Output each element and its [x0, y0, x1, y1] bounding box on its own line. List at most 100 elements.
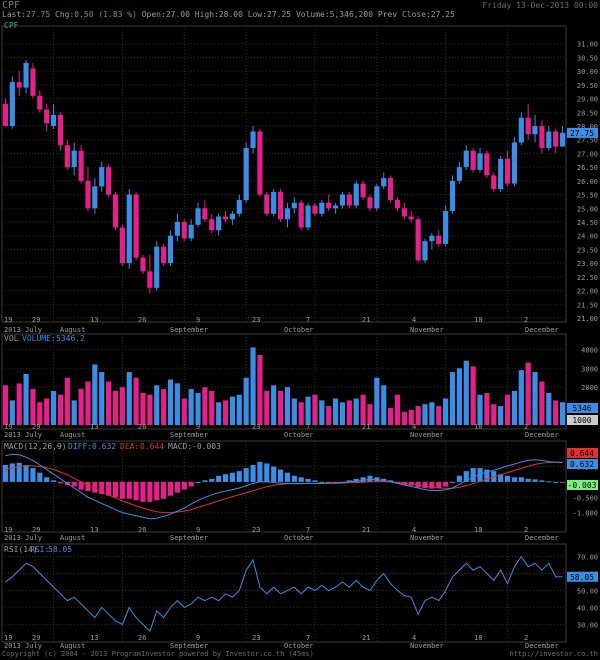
- prevclose-value: 27.25: [430, 10, 455, 19]
- volume-value: 5,346,200: [329, 10, 374, 19]
- x-month-label: 2013 July: [4, 326, 42, 334]
- macd-bar: [525, 478, 531, 482]
- candle-body: [229, 213, 235, 220]
- candle-body: [532, 126, 538, 135]
- volume-bar: [195, 392, 201, 425]
- volume-bar: [367, 404, 373, 425]
- x-day-label: 9: [196, 316, 200, 324]
- x-day-label: 19: [4, 634, 12, 642]
- header-bar: CPF Friday 13-Dec-2013 00:00 Last:27.75 …: [0, 0, 600, 20]
- y-tick-label: 4000: [581, 346, 598, 354]
- macd-bar: [449, 481, 456, 483]
- y-tick-label: 27.50: [577, 137, 598, 145]
- macd-bar: [539, 480, 545, 482]
- y-tick-label: 70.00: [577, 553, 598, 561]
- macd-bar: [71, 481, 77, 487]
- volume-bar: [498, 406, 504, 425]
- y-tick-label: 30.00: [577, 621, 598, 629]
- volume-bar: [133, 377, 139, 425]
- x-day-label: 29: [32, 634, 40, 642]
- macd-bar: [216, 475, 222, 482]
- candle-body: [277, 191, 284, 220]
- macd-bar: [408, 481, 414, 486]
- volume-last-tag-box: [567, 403, 598, 413]
- x-day-label: 13: [90, 526, 98, 534]
- candle-body: [126, 194, 132, 264]
- macd-bar: [463, 471, 469, 482]
- volume-bar: [470, 366, 476, 425]
- candle-body: [78, 150, 84, 181]
- volume-bar: [374, 377, 380, 425]
- volume-bar: [532, 372, 538, 425]
- macd-bar: [319, 481, 325, 483]
- macd-bar: [154, 481, 160, 501]
- x-month-label: 2013 July: [4, 431, 42, 439]
- x-month-label: 2013 July: [4, 642, 42, 650]
- x-month-label: September: [170, 326, 208, 334]
- candle-body: [408, 216, 414, 220]
- rsi-indicator-label: RSI:: [30, 545, 49, 554]
- x-day-label: 21: [362, 423, 370, 431]
- low-label: Low:: [247, 10, 268, 19]
- x-day-label: 4: [412, 316, 416, 324]
- macd-bar: [181, 481, 187, 490]
- candle-body: [346, 194, 352, 206]
- volume-bar: [415, 406, 421, 425]
- candle-body: [167, 235, 174, 264]
- candle-body: [415, 219, 421, 261]
- volume-bar: [333, 398, 339, 425]
- candle-body: [209, 219, 215, 231]
- candle-body: [436, 235, 442, 244]
- x-day-label: 4: [412, 526, 416, 534]
- y-tick-label: -1.000: [573, 510, 598, 518]
- macd-macd-label: MACD:: [168, 442, 192, 451]
- volume-bar: [181, 398, 187, 425]
- macd-dea-tag-text: 0.644: [570, 449, 594, 458]
- x-day-label: 13: [90, 423, 98, 431]
- candle-body: [147, 271, 153, 288]
- x-day-label: 18: [474, 634, 482, 642]
- candle-body: [443, 211, 449, 244]
- macd-bar: [51, 480, 57, 482]
- volume-bar: [277, 390, 284, 425]
- panel-frame: [1, 25, 567, 323]
- macd-bar: [174, 481, 180, 493]
- candle-body: [23, 62, 29, 88]
- copyright-text: Copyright (c) 2004 - 2013 ProgramInvesto…: [2, 650, 314, 658]
- candle-body: [222, 216, 229, 220]
- candle-body: [553, 131, 559, 147]
- chart-title: CPF: [4, 21, 19, 30]
- macd-bar: [511, 477, 517, 482]
- macd-bar: [298, 477, 304, 482]
- volume-bar: [16, 383, 22, 425]
- candle-body: [312, 205, 318, 214]
- x-day-label: 2: [524, 526, 528, 534]
- x-month-label: August: [60, 326, 85, 334]
- volume-bar: [85, 381, 91, 425]
- candle-body: [51, 115, 57, 126]
- volume-bar: [161, 389, 167, 425]
- x-day-label: 13: [90, 634, 98, 642]
- candle-body: [422, 241, 428, 261]
- candle-body: [305, 205, 311, 228]
- volume-bar: [429, 402, 435, 425]
- macd-bar: [312, 480, 318, 482]
- macd-bar: [518, 477, 524, 482]
- macd-dea-label: DEA:: [120, 442, 139, 451]
- y-tick-label: 2000: [581, 384, 598, 392]
- macd-diff-tag-text: 0.632: [570, 460, 594, 469]
- candle-body: [133, 194, 139, 258]
- macd-bar: [305, 478, 311, 482]
- panel-frame: [1, 333, 567, 430]
- macd-bar: [504, 475, 511, 482]
- candle-body: [559, 132, 566, 147]
- volume-bar: [257, 355, 263, 425]
- rsi-indicator-value: 58.05: [48, 545, 72, 554]
- macd-bar: [360, 477, 366, 482]
- x-day-label: 19: [4, 526, 12, 534]
- x-day-label: 13: [90, 316, 98, 324]
- volume-title: VOL: [4, 334, 19, 343]
- volume-bar: [209, 390, 215, 425]
- y-tick-label: 28.00: [577, 123, 598, 131]
- site-url[interactable]: http://investor.co.th: [509, 650, 598, 658]
